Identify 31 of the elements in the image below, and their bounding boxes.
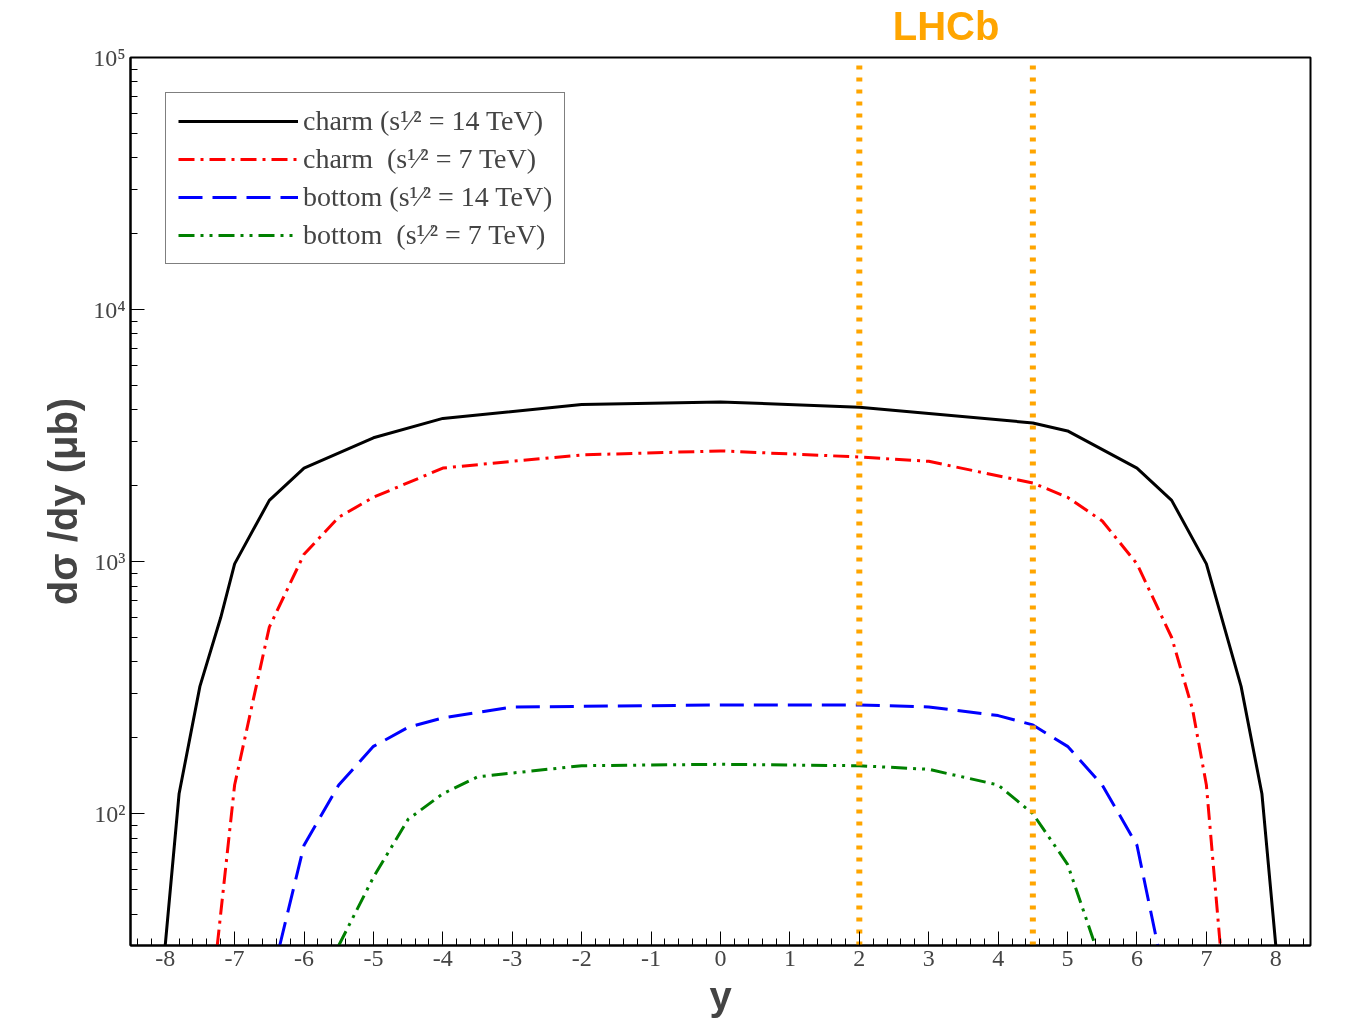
x-tick-label: 3: [922, 944, 935, 971]
x-tick-label: -7: [224, 944, 245, 971]
x-tick-label: 0: [714, 944, 727, 971]
x-tick-label: -1: [641, 944, 662, 971]
x-tick-label: 2: [853, 944, 866, 971]
legend-label: charm (s¹⁄² = 14 TeV): [303, 105, 544, 137]
line-series: [337, 762, 1097, 946]
line-series: [278, 703, 1160, 946]
x-tick-label: -3: [502, 944, 523, 971]
x-tick-label: -4: [432, 944, 453, 971]
legend-label: bottom (s¹⁄² = 7 TeV): [303, 219, 546, 251]
line-series: [215, 449, 1222, 946]
y-axis-title: dσ /dy (μb): [41, 397, 86, 606]
x-tick-label: 4: [992, 944, 1005, 971]
y-tick-label: 10³: [94, 548, 126, 575]
y-tick-label: 10²: [94, 800, 126, 827]
x-tick-label: 8: [1269, 944, 1282, 971]
legend-label: charm (s¹⁄² = 7 TeV): [303, 143, 537, 175]
y-tick-label: 10⁴: [93, 296, 126, 323]
x-tick-label: -5: [363, 944, 384, 971]
x-tick-label: -8: [155, 944, 176, 971]
y-tick-label: 10⁵: [93, 44, 126, 71]
x-tick-label: 1: [783, 944, 796, 971]
x-tick-label: 5: [1061, 944, 1074, 971]
x-tick-label: -2: [571, 944, 592, 971]
text: LHCb: [892, 3, 1000, 48]
legend-label: bottom (s¹⁄² = 14 TeV): [303, 181, 553, 213]
x-tick-label: -6: [294, 944, 315, 971]
x-tick-label: 7: [1200, 944, 1213, 971]
x-tick-label: 6: [1130, 944, 1143, 971]
x-axis-title: y: [709, 973, 733, 1018]
